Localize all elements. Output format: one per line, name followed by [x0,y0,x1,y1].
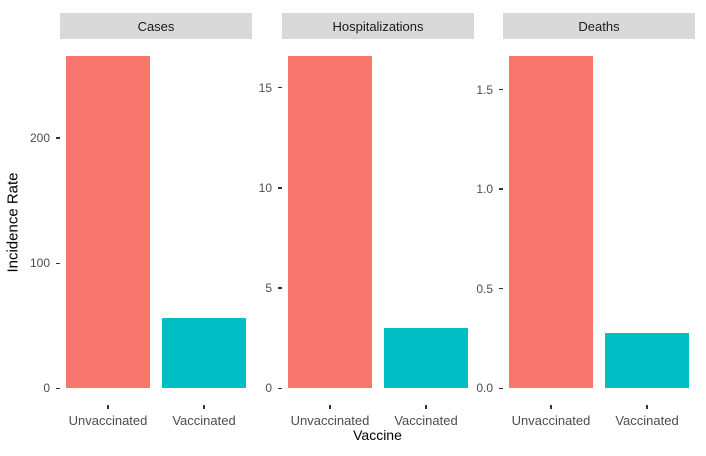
y-tick-mark [56,387,60,390]
bar-vaccinated [605,332,689,389]
bar-vaccinated [162,318,246,389]
x-tick-mark [646,405,648,409]
y-tick-label: 5 [265,281,272,296]
facet-panel-cases: Cases 0 100 200 Unvaccinated Vaccinated [30,13,252,430]
y-tick-label: 0 [265,381,272,396]
y-tick-mark [278,387,282,390]
y-tick-mark [499,88,503,91]
plot-area: 0.0 0.5 1.0 1.5 Unvaccinated Vaccinated [476,39,695,428]
x-axis-title: Vaccine [353,427,402,443]
y-tick-mark [499,188,503,190]
x-tick-mark [425,405,427,409]
bar-vaccinated [384,328,468,389]
x-category-label-unvaccinated: Unvaccinated [290,413,370,428]
plot-area: 0 5 10 15 Unvaccinated Vaccinated [259,39,474,428]
y-tick-label: 100 [29,256,50,271]
y-tick-label: 10 [258,180,272,195]
x-tick-mark [203,405,205,409]
x-category-label-vaccinated: Vaccinated [172,413,236,428]
facet-panel-deaths: Deaths 0.0 0.5 1.0 1.5 Unvaccinated Vaccinate… [476,13,695,430]
y-tick-mark [278,187,282,189]
y-tick-label: 1.0 [476,182,493,197]
y-tick-mark [278,287,282,289]
facet-strip: Cases [60,13,252,39]
y-tick-mark [499,387,503,390]
y-tick-label: 0.0 [476,381,493,396]
y-axis-title-container: Incidence Rate [0,39,26,405]
y-tick-mark [56,262,60,265]
y-tick-mark [278,86,282,89]
y-tick-label: 0.5 [476,281,493,296]
facet-panel-hospitalizations: Hospitalizations 0 5 10 15 Unvaccinated Vacci… [259,13,474,430]
x-category-label-vaccinated: Vaccinated [394,413,458,428]
x-tick-mark [329,405,331,409]
y-tick-label: 0 [43,381,50,396]
y-tick-label: 15 [258,80,272,95]
facet-title: Cases [137,18,175,34]
x-category-label-unvaccinated: Unvaccinated [68,413,148,428]
y-tick-mark [56,137,60,139]
facet-strip: Deaths [503,13,695,39]
facet-title: Deaths [578,18,620,34]
y-tick-label: 200 [29,131,50,146]
x-tick-mark [107,405,109,409]
x-tick-mark [550,405,552,409]
y-tick-mark [499,287,503,290]
x-category-label-unvaccinated: Unvaccinated [511,413,591,428]
facet-strip: Hospitalizations [282,13,474,39]
bar-unvaccinated [66,55,150,389]
y-tick-label: 1.5 [476,82,493,97]
facet-title: Hospitalizations [332,18,424,34]
plot-area: 0 100 200 Unvaccinated Vaccinated [30,39,252,428]
x-category-label-vaccinated: Vaccinated [615,413,679,428]
bar-unvaccinated [288,55,372,389]
bar-unvaccinated [509,55,593,389]
